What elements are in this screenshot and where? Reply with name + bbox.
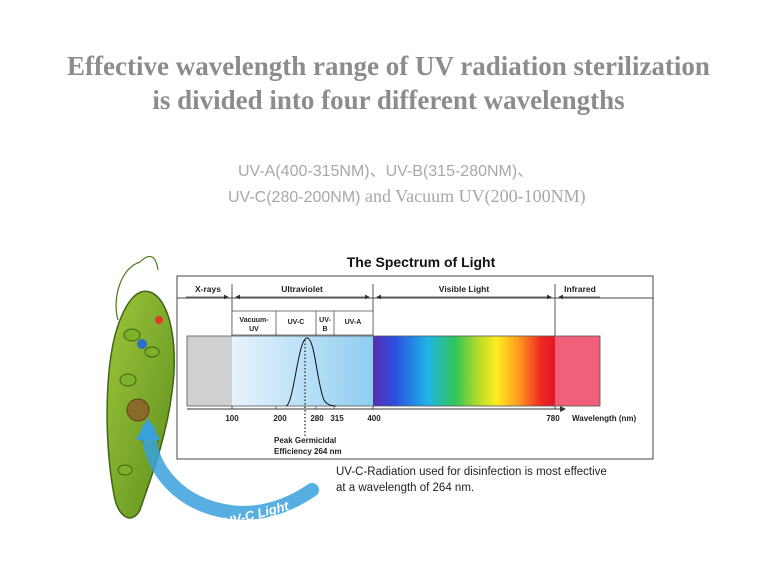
region-visible-light: Visible Light [439,284,490,294]
caption-line1: UV-C-Radiation used for disinfection is … [336,466,607,478]
caption-line2: at a wavelength of 264 nm. [336,482,474,494]
spectrum-bar-outline [186,335,601,407]
tick-400: 400 [367,414,381,423]
xray-band [187,336,232,406]
chloroplast [144,346,160,358]
flagellum-tip [139,255,159,271]
tick-200: 200 [273,414,287,423]
microorganism-illustration [106,255,175,519]
uvc-range-text: UV-C(280-200NM) [228,189,361,206]
eyespot [155,316,163,324]
band-uvb-line2: B [322,326,327,333]
tick-280: 280 [310,414,324,423]
uv-ranges-line1: UV-A(400-315NM)、UV-B(315-280NM)、 [238,163,534,180]
region-ultraviolet: Ultraviolet [281,284,323,294]
vacuole [137,339,147,349]
page-heading-line1: Effective wavelength range of UV radiati… [67,51,710,81]
band-vacuum-uv-line2: UV [249,326,259,333]
peak-label-line2: Efficiency 264 nm [274,447,342,456]
uvc-light-label: UV-C Light [222,498,291,530]
visible-band [373,336,555,406]
infrared-band [555,336,600,406]
peak-label-line1: Peak Germicidal [274,436,336,445]
region-xrays: X-rays [195,284,221,294]
tick-315: 315 [330,414,344,423]
germicidal-curve [285,337,337,407]
chloroplast [123,328,141,342]
flagellum [115,261,141,321]
tick-780: 780 [546,414,560,423]
diagram-title: The Spectrum of Light [347,254,496,270]
chloroplast [119,373,137,387]
uvc-arrow-shaft [141,423,319,520]
band-uva: UV-A [345,319,362,326]
axis-label: Wavelength (nm) [572,414,636,423]
uv-ranges-line2: UV-C(280-200NM) and Vacuum UV(200-100NM) [228,186,586,208]
band-vacuum-uv-line1: Vacuum- [239,317,269,324]
uv-band [232,336,373,406]
chloroplast [117,464,133,476]
band-uvb-line1: UV- [319,317,331,324]
region-infrared: Infrared [564,284,596,294]
page-heading-line2: is divided into four different wavelengt… [152,85,625,115]
vacuum-uv-range-text: and Vacuum UV(200-100NM) [360,186,586,206]
band-uvc: UV-C [288,319,305,326]
uv-subband-box [231,310,374,336]
nucleus [126,398,150,422]
tick-100: 100 [225,414,239,423]
uvc-arrow-head [136,418,160,440]
